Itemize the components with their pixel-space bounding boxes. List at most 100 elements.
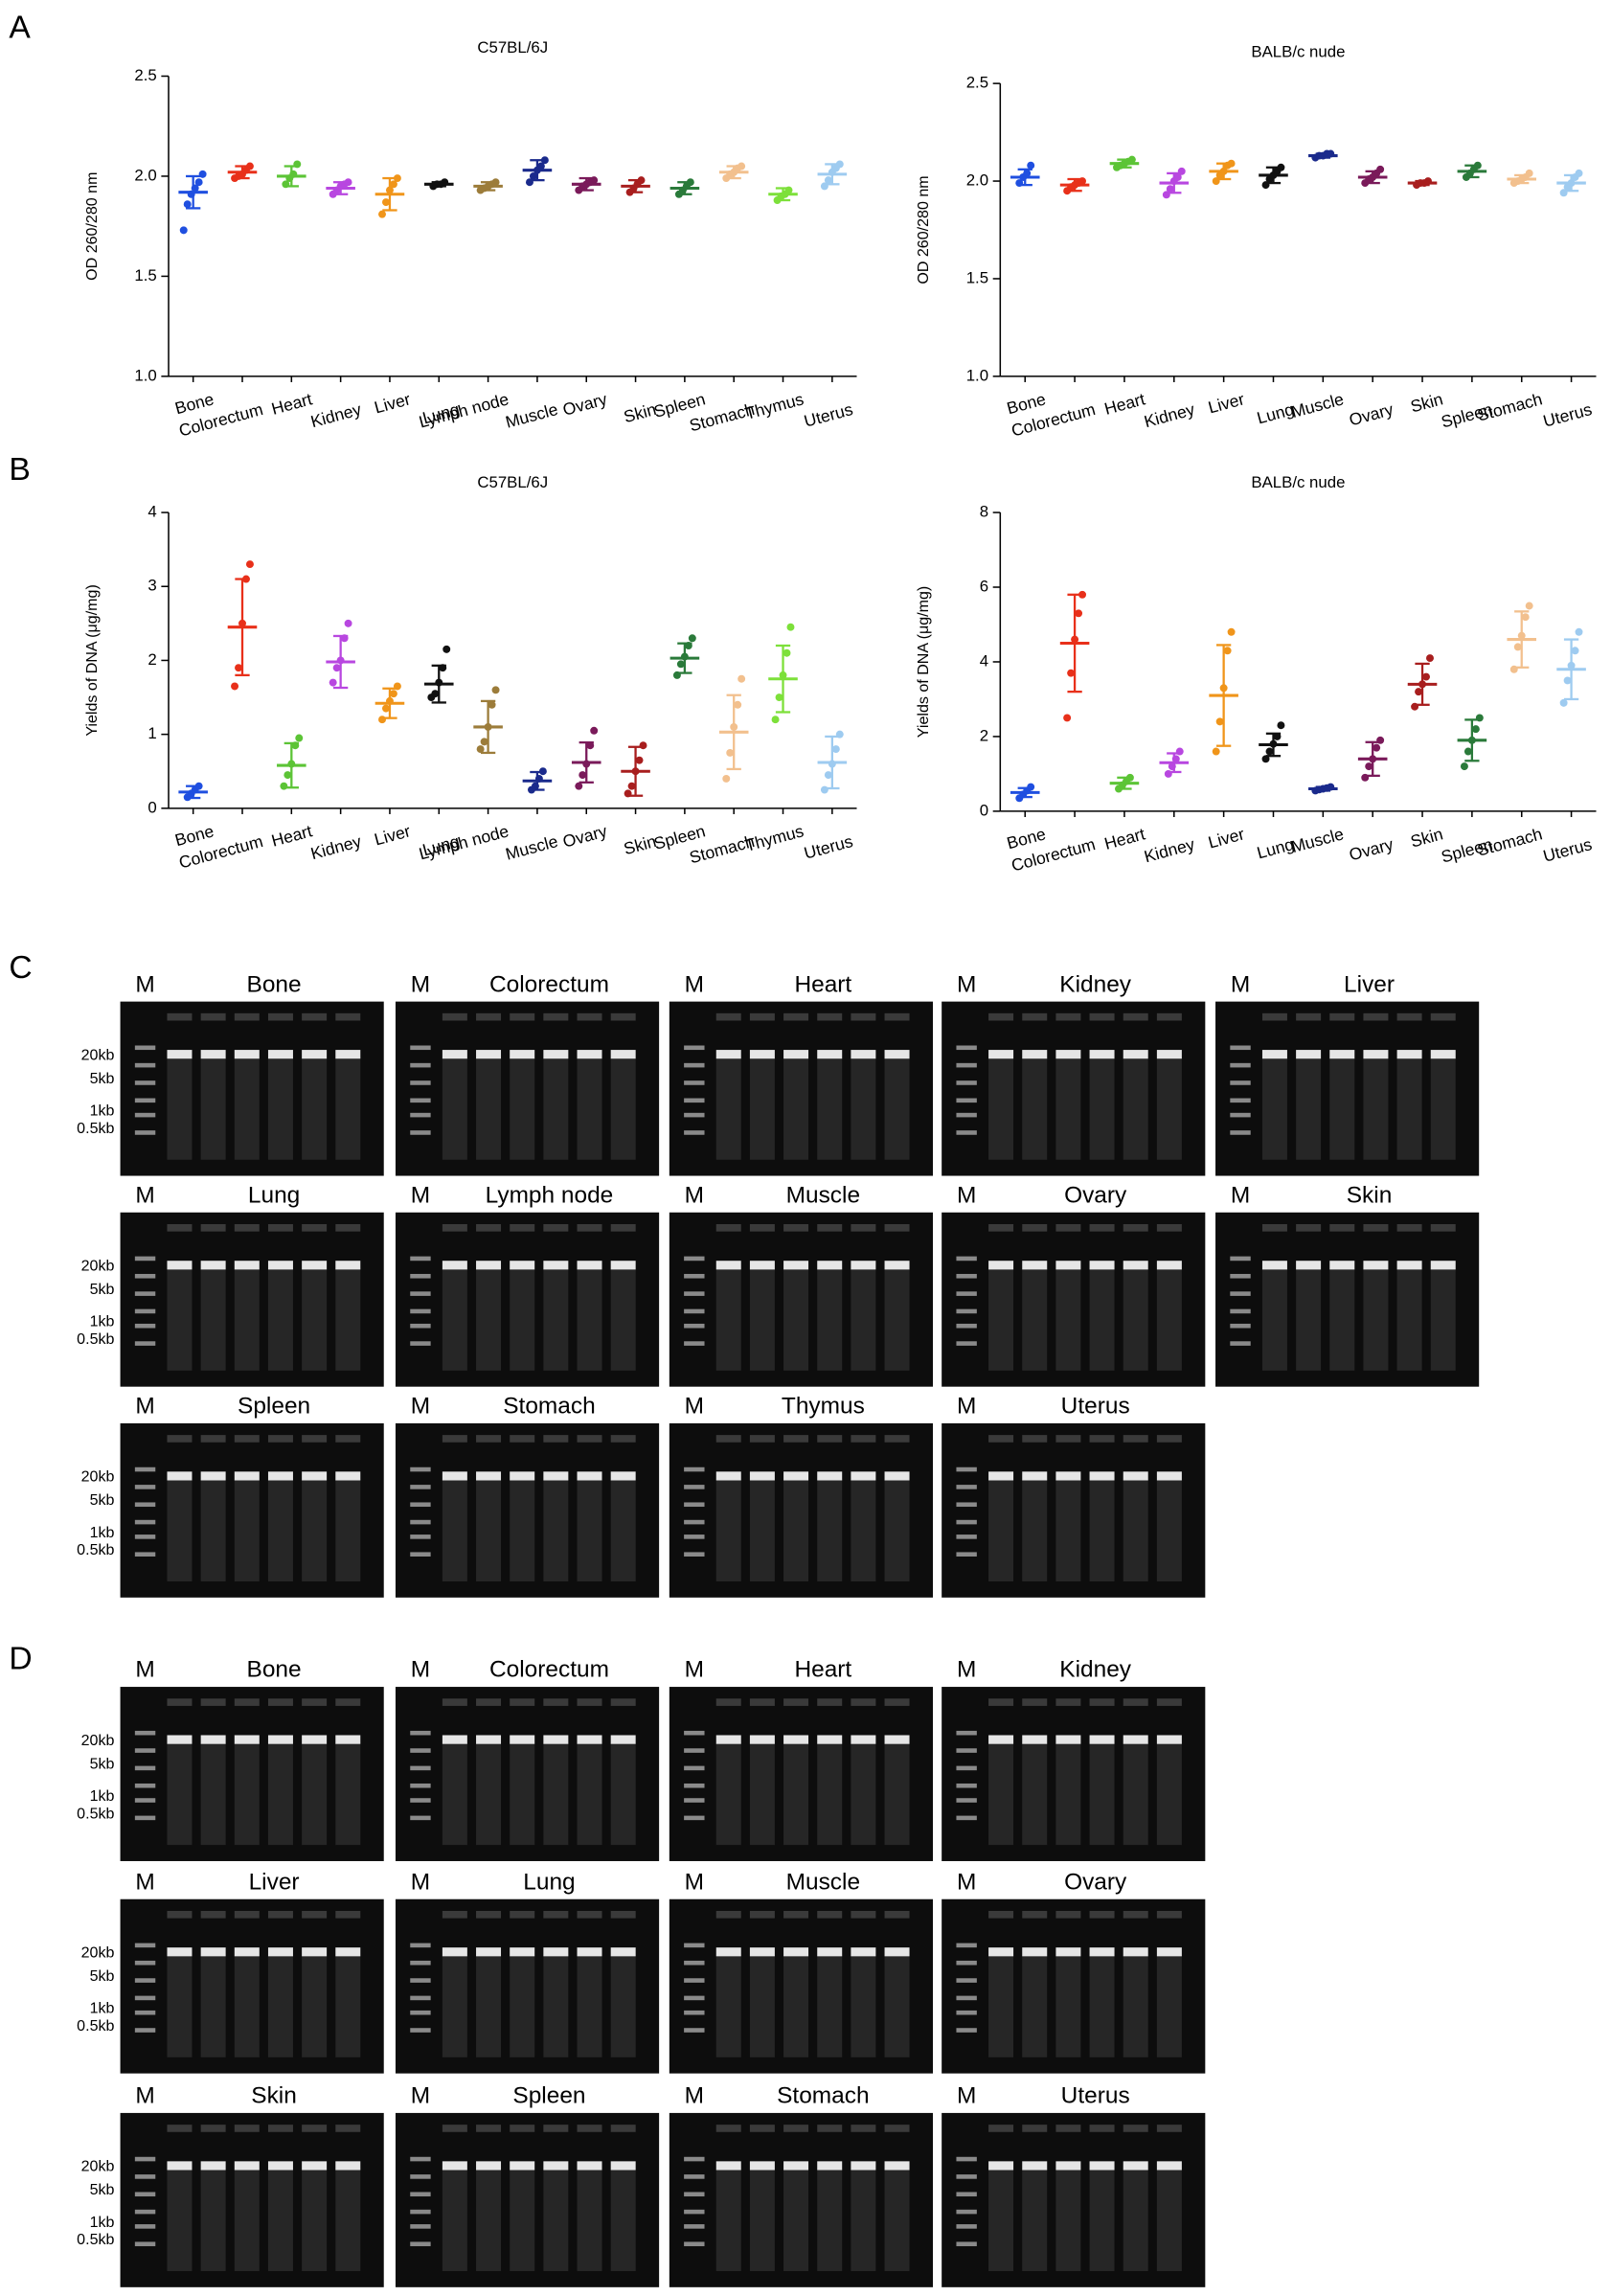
lane-well [1123,2125,1148,2132]
lane-smear [1396,1057,1422,1160]
chart-title: BALB/c nude [1251,473,1345,491]
gel-band [749,1050,775,1059]
ladder-band [134,2192,156,2197]
x-tick-label: Ovary [560,821,609,852]
x-tick-label: Liver [1206,824,1246,852]
gel-band [302,1261,328,1270]
lane-smear [851,1057,876,1160]
lane-well [200,1223,226,1232]
gel-band [267,1050,293,1059]
gel-band [200,1471,226,1481]
ladder-band [956,1960,977,1966]
data-point [1373,743,1381,752]
panel-label: A [9,10,31,45]
ladder-band [956,2174,977,2179]
ladder-band [410,2156,431,2162]
ladder-label: 1kb [90,1787,115,1805]
lane-well [884,1223,910,1232]
lane-smear [1089,2169,1115,2272]
ladder-band [410,2174,431,2179]
marker-label: M [411,1394,430,1420]
ladder-band [684,2028,705,2033]
lane-well [1055,1012,1081,1021]
lane-well [988,1910,1014,1919]
gel-band [167,1471,193,1481]
ladder-band [956,2028,977,2033]
gel-band [884,1471,910,1481]
data-point [442,645,451,653]
lane-well [783,1435,809,1443]
ladder-band [134,1112,156,1118]
gel-band [200,1050,226,1059]
lane-well [302,1435,328,1443]
lane-smear [543,1954,569,2057]
ladder-band [134,1943,156,1948]
lane-smear [476,1478,502,1581]
lane-smear [715,1954,741,2057]
data-point [1277,721,1285,730]
gel-band [1089,1261,1115,1270]
lane-smear [817,1478,843,1581]
gel-band [817,1471,843,1481]
lane-well [442,2125,467,2132]
ladder-band [134,1552,156,1557]
ladder-label: 20kb [81,1046,115,1063]
lane-well [234,2125,260,2132]
ladder-band [684,1943,705,1948]
data-point [378,210,386,218]
x-tick-label: Uterus [1541,399,1594,431]
gel-band [749,1735,775,1744]
lane-smear [510,1267,535,1371]
lane-smear [783,1057,809,1160]
ladder-band [410,1341,431,1346]
gel-band [1022,1261,1048,1270]
ladder-band [684,1502,705,1508]
gel-band [1089,1735,1115,1744]
x-tick-label: Liver [373,821,413,849]
lane-well [817,1012,843,1021]
gel-band [543,1261,569,1270]
data-point [676,660,685,669]
lane-well [200,1698,226,1706]
lane-well [510,1910,535,1919]
lane-smear [476,2169,502,2272]
ladder-band [410,1273,431,1279]
lane-smear [1156,1478,1182,1581]
lane-well [1261,1223,1287,1232]
lane-smear [200,1478,226,1581]
ladder-band [410,1485,431,1489]
data-point [1223,647,1232,655]
gel-band [442,1947,467,1957]
lane-smear [610,1267,636,1371]
ladder-band [684,1341,705,1346]
lane-smear [1055,1057,1081,1160]
gel-band [167,1050,193,1059]
ladder-band [684,1519,705,1525]
gel-band [510,2161,535,2171]
ladder-band [684,1112,705,1118]
lane-smear [442,2169,467,2272]
ladder-band [410,1519,431,1525]
marker-label: M [135,2083,154,2109]
data-point [194,178,203,187]
lane-well [1156,1223,1182,1232]
lane-well [510,1435,535,1443]
ladder-band [410,2241,431,2247]
gel-band [577,1471,602,1481]
lane-well [1123,1435,1148,1443]
ladder-band [684,1485,705,1489]
y-tick-label: 1.5 [966,268,988,286]
gel-band [1261,1050,1287,1059]
ladder-label: 0.5kb [77,1120,114,1137]
data-point [1471,725,1480,734]
lane-smear [783,1478,809,1581]
x-tick-label: Ovary [1347,399,1395,430]
lane-smear [510,1742,535,1846]
lane-well [1022,1698,1048,1706]
lane-well [884,1012,910,1021]
lane-smear [543,1478,569,1581]
gel-band [1089,1471,1115,1481]
lane-well [1089,2125,1115,2132]
ladder-band [684,1960,705,1966]
gel-band [1055,1261,1081,1270]
